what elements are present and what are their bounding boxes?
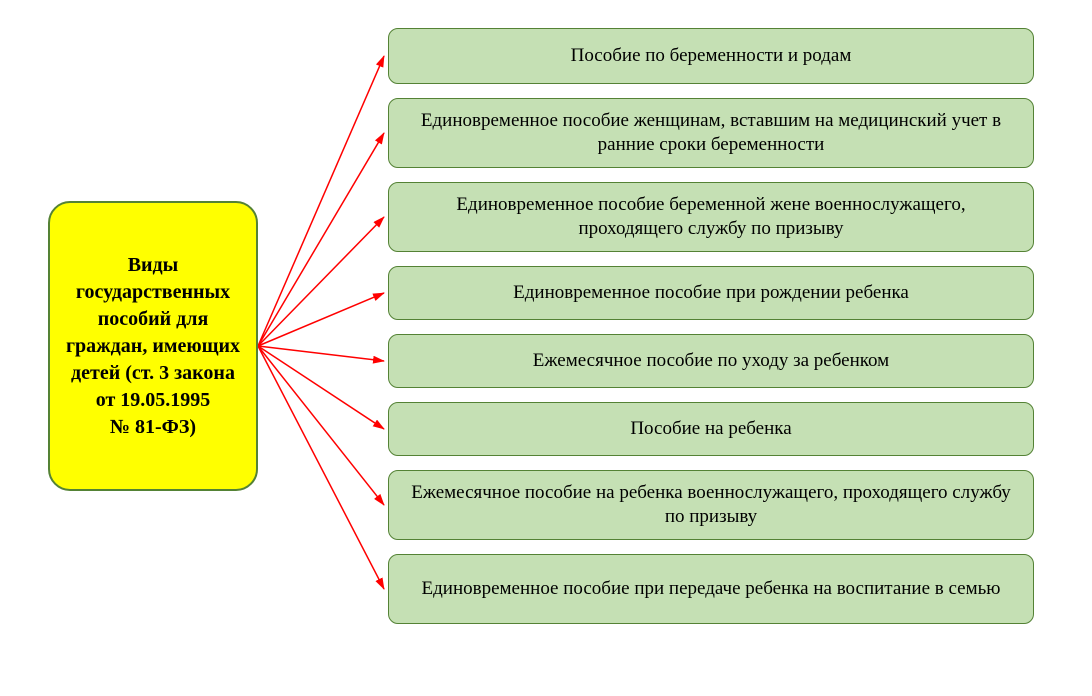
item-box: Ежемесячное пособие по уходу за ребенком xyxy=(388,334,1034,388)
diagram-canvas: Виды государственных пособий для граждан… xyxy=(0,0,1092,696)
item-box: Единовременное пособие при передаче ребе… xyxy=(388,554,1034,624)
item-box: Единовременное пособие женщинам, вставши… xyxy=(388,98,1034,168)
item-box: Пособие на ребенка xyxy=(388,402,1034,456)
item-box: Единовременное пособие беременной жене в… xyxy=(388,182,1034,252)
arrow xyxy=(258,346,384,589)
arrow xyxy=(258,346,384,429)
arrow xyxy=(258,293,384,346)
item-box: Единовременное пособие при рождении ребе… xyxy=(388,266,1034,320)
arrow xyxy=(258,346,384,505)
arrow xyxy=(258,346,384,361)
arrow xyxy=(258,56,384,346)
item-box: Пособие по беременности и родам xyxy=(388,28,1034,84)
source-box: Виды государственных пособий для граждан… xyxy=(48,201,258,491)
item-box: Ежемесячное пособие на ребенка военнослу… xyxy=(388,470,1034,540)
arrow xyxy=(258,133,384,346)
arrow xyxy=(258,217,384,346)
